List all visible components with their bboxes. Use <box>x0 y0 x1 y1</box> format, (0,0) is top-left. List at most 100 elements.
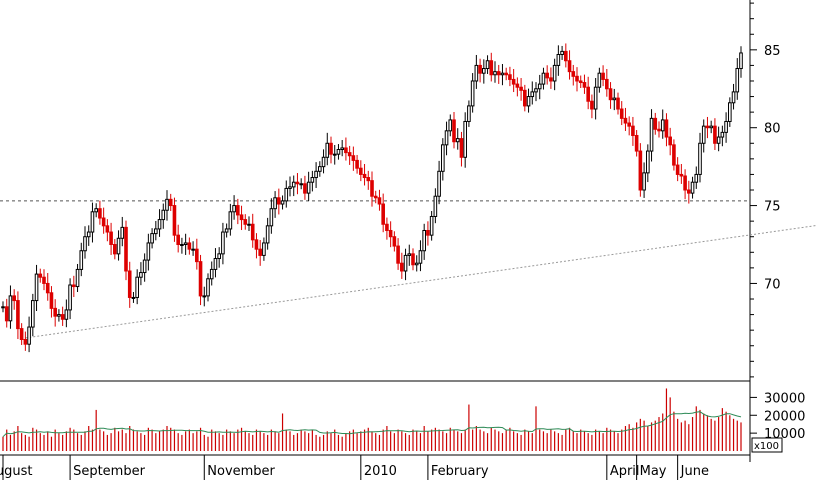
candle <box>161 203 166 229</box>
candle-body <box>556 54 561 66</box>
candle <box>154 220 158 241</box>
candle <box>38 268 43 283</box>
month-label: 2010 <box>364 464 397 479</box>
candle <box>362 163 367 186</box>
candle-body <box>597 72 602 88</box>
month-label: May <box>640 464 667 479</box>
candle <box>221 222 225 265</box>
candle <box>347 145 352 165</box>
candle <box>1 301 5 313</box>
candle <box>478 58 482 83</box>
candle <box>8 285 13 329</box>
candle-body <box>64 309 69 320</box>
candle-body <box>739 52 743 70</box>
candle-body <box>470 80 475 107</box>
candle <box>254 233 259 259</box>
candle-body <box>578 80 583 84</box>
candle-body <box>8 295 13 322</box>
candle-body <box>444 130 449 146</box>
candle <box>560 45 564 60</box>
candle-body <box>187 242 192 250</box>
candle <box>90 202 95 243</box>
candle <box>593 78 598 120</box>
candle <box>336 144 341 160</box>
candle <box>418 240 423 272</box>
candle <box>668 127 672 156</box>
candle <box>373 190 378 204</box>
candle-body <box>165 198 169 211</box>
candle <box>612 88 617 111</box>
candle-body <box>731 91 736 104</box>
candle-body <box>414 262 419 266</box>
candle-body <box>329 142 333 155</box>
candle-body <box>34 273 39 302</box>
candle <box>366 170 371 190</box>
candle-body <box>690 181 695 194</box>
candle <box>545 65 549 85</box>
candle-body <box>634 134 639 152</box>
candle <box>448 114 453 137</box>
candle-body <box>120 226 125 239</box>
candle-body <box>504 72 508 76</box>
candle <box>381 193 385 233</box>
candle-body <box>467 105 471 122</box>
volume-panel <box>2 388 742 451</box>
candle-body <box>16 300 20 330</box>
candle-body <box>638 150 643 191</box>
candle-body <box>94 208 98 213</box>
candle <box>511 68 516 93</box>
candle-body <box>325 142 330 158</box>
candle <box>470 73 475 113</box>
candle <box>642 162 646 198</box>
candle <box>180 237 184 254</box>
candle <box>377 189 382 211</box>
candle-body <box>344 147 348 154</box>
candle-body <box>649 117 654 152</box>
candle <box>359 160 363 182</box>
candle-body <box>608 88 613 101</box>
candle <box>634 130 639 157</box>
candle <box>321 149 326 174</box>
candle <box>713 118 717 150</box>
candle <box>34 264 39 312</box>
candle <box>224 223 229 238</box>
candle-body <box>105 225 110 233</box>
candle <box>586 76 590 110</box>
candle <box>467 100 471 127</box>
candle <box>500 64 505 86</box>
candle-body <box>213 258 218 270</box>
candle-body <box>463 120 467 158</box>
candle <box>344 137 348 161</box>
candle <box>269 198 274 234</box>
candle-body <box>601 72 605 80</box>
candle <box>250 213 255 248</box>
candle-body <box>224 228 229 233</box>
candle-body <box>545 72 549 79</box>
candle-body <box>142 259 147 274</box>
candle-body <box>243 219 248 225</box>
candle-body <box>359 167 363 175</box>
candle-body <box>116 237 121 255</box>
candle-body <box>303 183 307 194</box>
candle-body <box>523 89 527 107</box>
candle-body <box>60 314 65 320</box>
candle-body <box>679 173 684 177</box>
candle <box>657 121 661 138</box>
candle-body <box>515 83 520 88</box>
candle-body <box>675 164 680 175</box>
candle-body <box>161 209 166 221</box>
candle-body <box>168 198 173 207</box>
candle <box>627 116 631 136</box>
candle <box>694 166 699 189</box>
candle-body <box>172 205 177 236</box>
candle <box>474 54 479 89</box>
candle-body <box>616 97 620 110</box>
candle <box>728 97 732 127</box>
candle <box>209 261 214 286</box>
candle-body <box>109 231 113 246</box>
candle <box>530 81 535 105</box>
candle <box>690 176 695 199</box>
candle-body <box>131 296 136 299</box>
candle <box>485 55 490 74</box>
candle <box>318 161 322 177</box>
